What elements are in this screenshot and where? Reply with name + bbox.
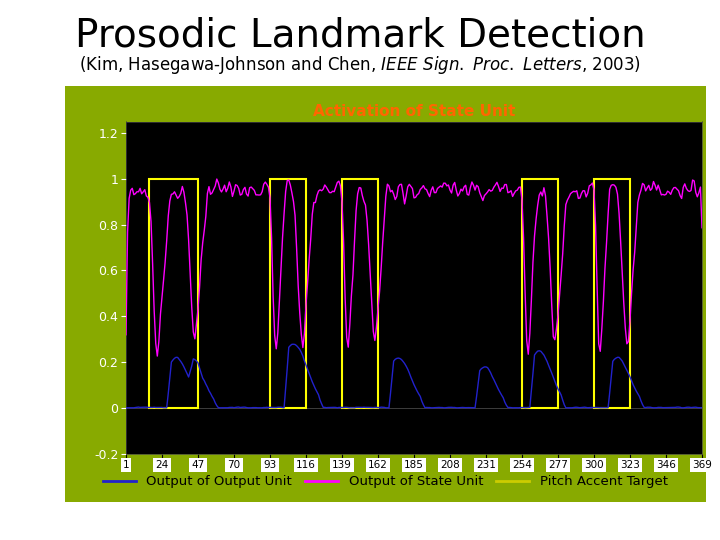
- Text: (Kim, Hasegawa-Johnson and Chen, $\it{IEEE\ Sign.\ Proc.\ Letters}$, 2003): (Kim, Hasegawa-Johnson and Chen, $\it{IE…: [79, 54, 641, 76]
- Bar: [594, 179, 630, 408]
- Title: Activation of State Unit: Activation of State Unit: [312, 104, 516, 119]
- Bar: [522, 179, 558, 408]
- Bar: [342, 179, 378, 408]
- Bar: [150, 179, 198, 408]
- Text: Prosodic Landmark Detection: Prosodic Landmark Detection: [75, 16, 645, 54]
- Bar: [270, 179, 306, 408]
- Legend: Output of Output Unit, Output of State Unit, Pitch Accent Target: Output of Output Unit, Output of State U…: [97, 470, 673, 494]
